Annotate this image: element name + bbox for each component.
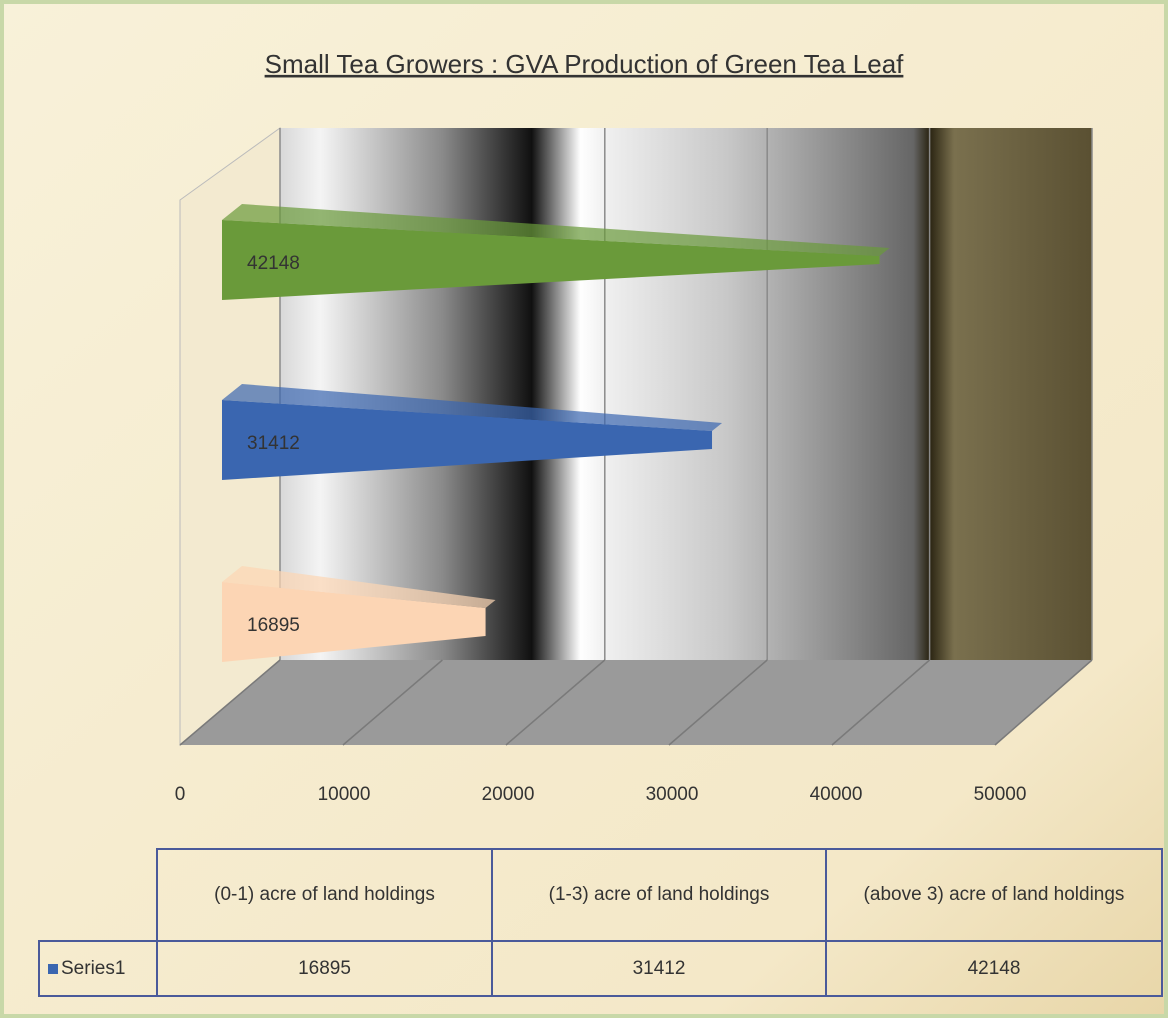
x-tick-label: 50000 <box>974 784 1027 805</box>
x-tick-label: 20000 <box>482 784 535 805</box>
x-tick-label: 0 <box>175 784 186 805</box>
data-label: 16895 <box>247 615 300 636</box>
back-wall <box>280 128 1092 660</box>
chart-title: Small Tea Growers : GVA Production of Gr… <box>265 49 905 79</box>
data-label: 42148 <box>247 253 300 274</box>
x-tick-label: 30000 <box>646 784 699 805</box>
legend-label: Series1 <box>61 957 126 979</box>
floor-grid-line <box>994 659 1093 746</box>
table-value: 16895 <box>156 940 493 997</box>
table-value: 31412 <box>491 940 827 997</box>
data-table: (0-1) acre of land holdings (1-3) acre o… <box>38 848 1163 997</box>
floor-grid-line <box>505 659 606 746</box>
legend-swatch <box>48 963 58 974</box>
bar-top <box>222 384 723 431</box>
empty-cell <box>39 849 157 941</box>
bar-top <box>222 566 496 608</box>
x-tick-label: 10000 <box>318 784 371 805</box>
bar <box>222 582 486 662</box>
table-value: 42148 <box>825 940 1163 997</box>
floor-grid-line <box>831 659 931 746</box>
floor-grid-line <box>342 659 443 746</box>
table-header: (above 3) acre of land holdings <box>825 848 1163 942</box>
table-header: (0-1) acre of land holdings <box>156 848 493 942</box>
floor <box>180 660 1092 745</box>
floor-grid-line <box>668 659 768 746</box>
bar-top <box>222 204 890 256</box>
data-label: 31412 <box>247 433 300 454</box>
x-tick-label: 40000 <box>810 784 863 805</box>
bar <box>222 220 880 300</box>
table-header: (1-3) acre of land holdings <box>491 848 827 942</box>
legend-cell: Series1 <box>38 940 158 997</box>
bar <box>222 400 713 480</box>
floor-grid-line <box>179 659 281 746</box>
